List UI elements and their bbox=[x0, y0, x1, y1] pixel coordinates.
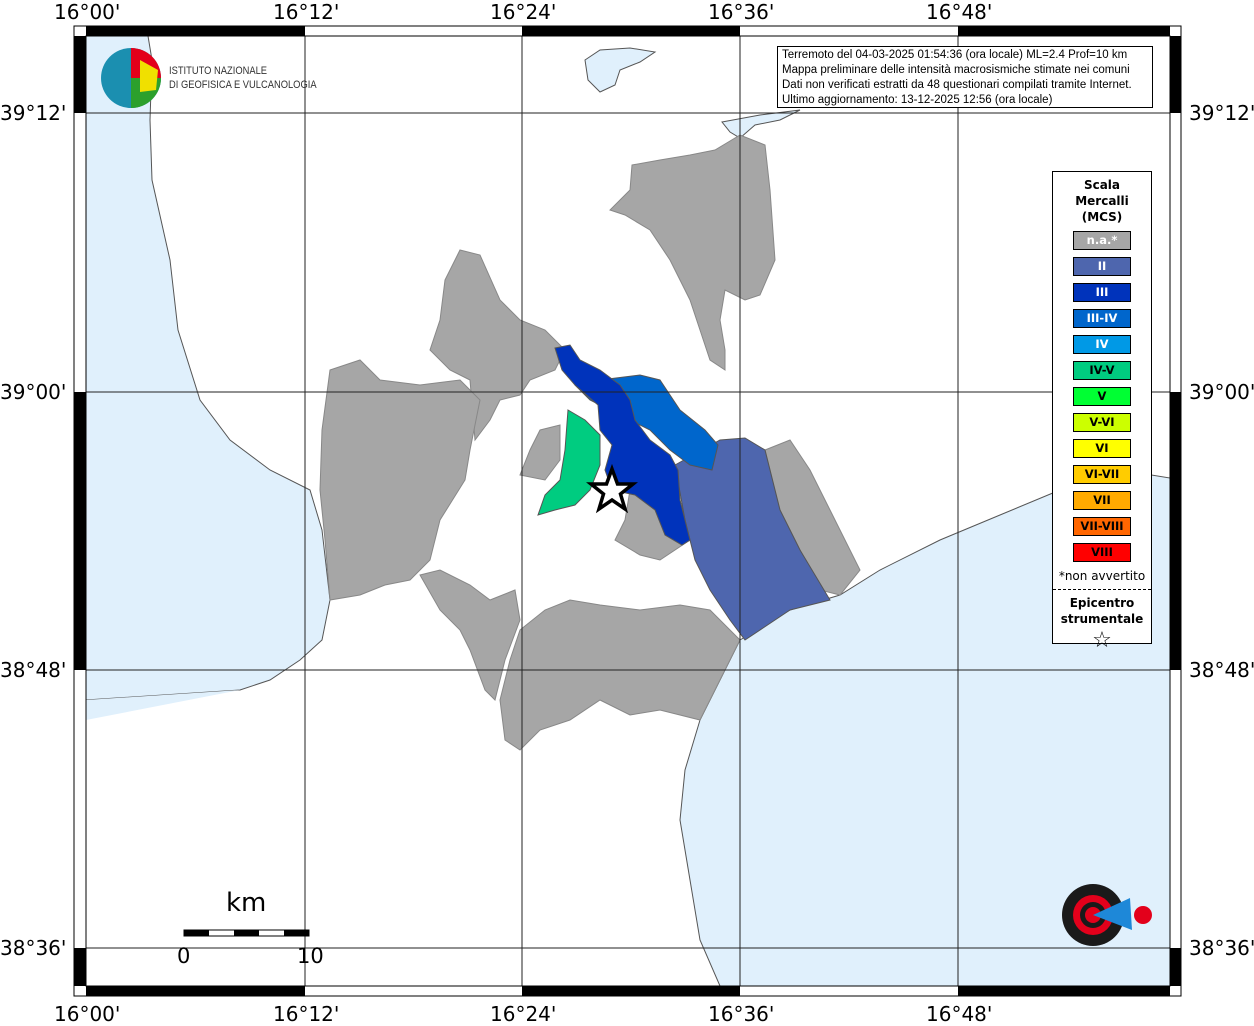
scale-min: 0 bbox=[177, 944, 191, 968]
epicenter-star-icon bbox=[586, 463, 638, 514]
region-II bbox=[674, 437, 831, 641]
legend-title-line: Mercalli bbox=[1075, 194, 1129, 208]
ingv-logo bbox=[101, 48, 161, 108]
lon-tick-bottom: 16°00' bbox=[54, 1002, 121, 1026]
event-info-box: Terremoto del 04-03-2025 01:54:36 (ora l… bbox=[777, 46, 1153, 108]
region-na bbox=[519, 424, 561, 481]
legend-swatch-n-a-: n.a.* bbox=[1073, 231, 1131, 250]
legend-swatch-ii: II bbox=[1073, 257, 1131, 276]
region-IV-V bbox=[537, 409, 601, 516]
star-outline-icon: ☆ bbox=[1092, 628, 1112, 653]
ingv-name-line2: DI GEOFISICA E VULCANOLOGIA bbox=[169, 79, 317, 91]
info-line: Dati non verificati estratti da 48 quest… bbox=[782, 79, 1132, 91]
legend-swatch-iv-v: IV-V bbox=[1073, 361, 1131, 380]
legend-swatch-v-vi: V-VI bbox=[1073, 413, 1131, 432]
legend-swatch-iii-iv: III-IV bbox=[1073, 309, 1131, 328]
legend-swatch-vi-vii: VI-VII bbox=[1073, 465, 1131, 484]
legend-title: Scala Mercalli (MCS) bbox=[1053, 177, 1151, 225]
region-na bbox=[429, 249, 566, 442]
legend-title-line: Scala bbox=[1083, 178, 1121, 192]
lon-tick-bottom: 16°36' bbox=[708, 1002, 775, 1026]
legend-swatch-iii: III bbox=[1073, 283, 1131, 302]
region-III bbox=[554, 344, 691, 546]
ingv-name-line1: ISTITUTO NAZIONALE bbox=[169, 65, 268, 77]
scale-max: 10 bbox=[297, 944, 324, 968]
lat-tick-left: 38°36' bbox=[0, 936, 67, 960]
legend-swatch-vii: VII bbox=[1073, 491, 1131, 510]
lat-tick-right: 39°00' bbox=[1189, 380, 1254, 404]
legend-swatch-viii: VIII bbox=[1073, 543, 1131, 562]
epicenter-label: Epicentro strumentale bbox=[1053, 595, 1151, 627]
lon-tick-top: 16°00' bbox=[54, 0, 121, 24]
lon-tick-top: 16°48' bbox=[926, 0, 993, 24]
lon-tick-bottom: 16°24' bbox=[490, 1002, 557, 1026]
ingv-logo-text: ISTITUTO NAZIONALE DI GEOFISICA E VULCAN… bbox=[169, 64, 317, 92]
lat-tick-left: 38°48' bbox=[0, 658, 67, 682]
region-na bbox=[319, 359, 481, 601]
lat-tick-right: 38°48' bbox=[1189, 658, 1254, 682]
legend-note: *non avvertito bbox=[1058, 569, 1146, 583]
region-na bbox=[499, 599, 741, 751]
map-frame bbox=[73, 25, 1182, 997]
lat-tick-right: 39°12' bbox=[1189, 101, 1254, 125]
legend-swatch-vii-viii: VII-VIII bbox=[1073, 517, 1131, 536]
epicenter-label-line: Epicentro bbox=[1069, 596, 1135, 610]
lon-tick-bottom: 16°48' bbox=[926, 1002, 993, 1026]
info-line: Ultimo aggiornamento: 13-12-2025 12:56 (… bbox=[782, 94, 1053, 106]
graticule bbox=[86, 36, 1170, 986]
legend-swatch-v: V bbox=[1073, 387, 1131, 406]
lat-tick-right: 38°36' bbox=[1189, 936, 1254, 960]
scale-unit: km bbox=[226, 888, 267, 918]
sea-west bbox=[85, 35, 331, 701]
lon-tick-top: 16°12' bbox=[273, 0, 340, 24]
legend-divider bbox=[1053, 589, 1151, 590]
lon-tick-bottom: 16°12' bbox=[273, 1002, 340, 1026]
legend-title-line: (MCS) bbox=[1081, 210, 1123, 224]
lat-tick-left: 39°00' bbox=[0, 380, 67, 404]
legend-swatch-vi: VI bbox=[1073, 439, 1131, 458]
lat-tick-left: 39°12' bbox=[0, 101, 67, 125]
lon-tick-top: 16°24' bbox=[490, 0, 557, 24]
legend-swatch-iv: IV bbox=[1073, 335, 1131, 354]
hsit-logo bbox=[1062, 884, 1152, 946]
region-na bbox=[419, 569, 521, 701]
region-na bbox=[609, 134, 776, 371]
info-line: Terremoto del 04-03-2025 01:54:36 (ora l… bbox=[782, 49, 1128, 61]
epicenter-label-line: strumentale bbox=[1060, 612, 1144, 626]
scale-bar bbox=[183, 929, 310, 937]
info-line: Mappa preliminare delle intensità macros… bbox=[782, 64, 1130, 76]
lon-tick-top: 16°36' bbox=[708, 0, 775, 24]
mcs-legend: Scala Mercalli (MCS) n.a.* II III III-IV IV I… bbox=[1052, 171, 1152, 653]
